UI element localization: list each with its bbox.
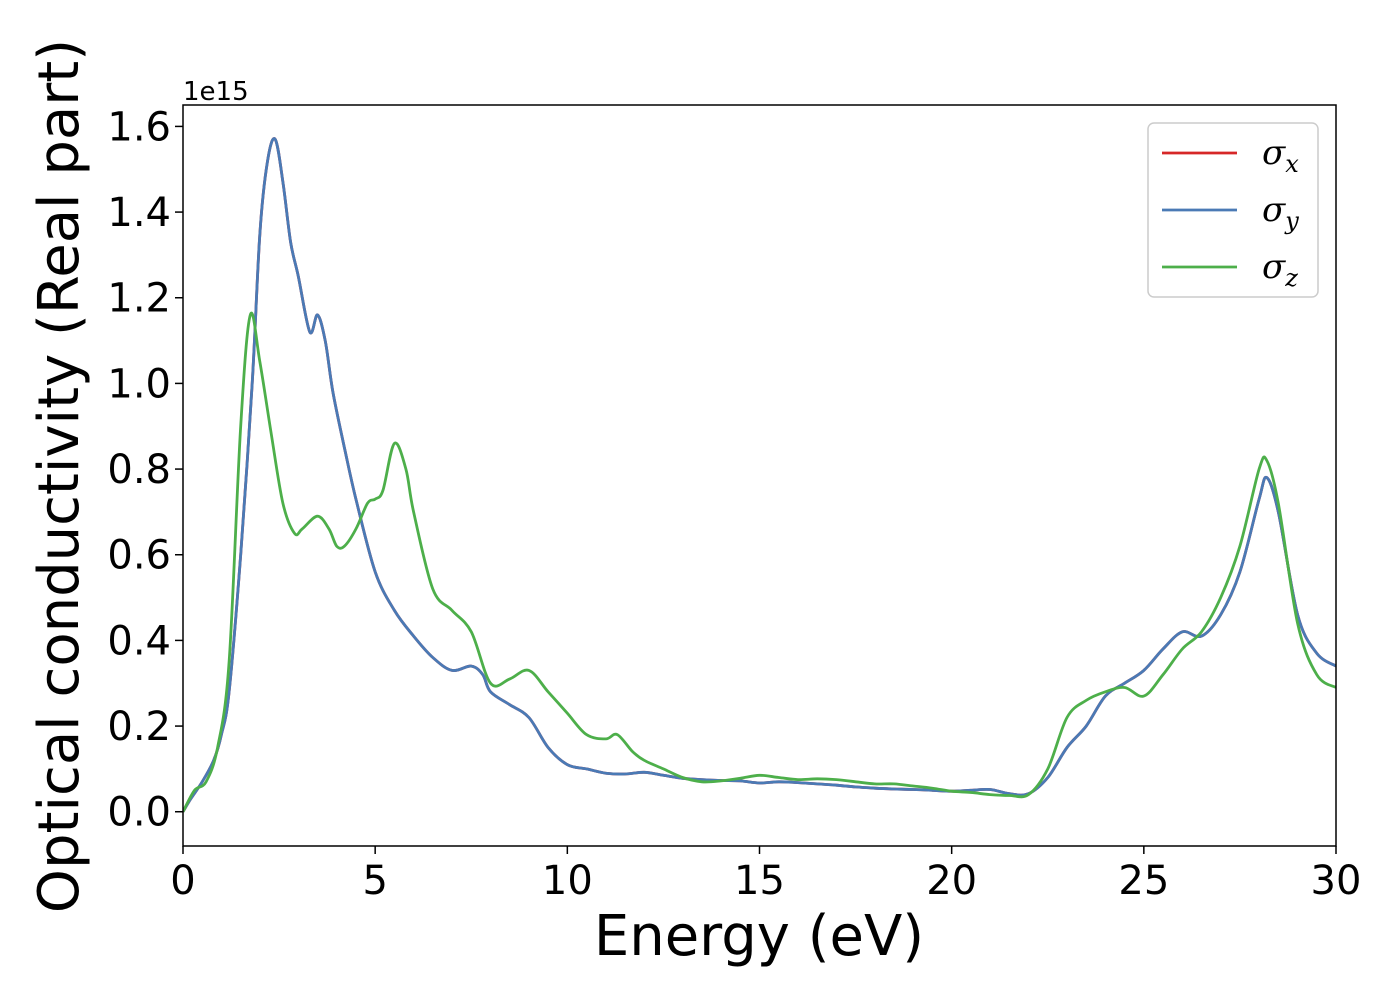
- x-tick-label: 0: [170, 858, 195, 904]
- legend-label-y: σy: [1262, 190, 1299, 235]
- y-tick-label: 0.2: [107, 704, 171, 750]
- plot-area: [183, 105, 1336, 846]
- y-tick-label: 1.6: [107, 104, 171, 150]
- x-tick-label: 10: [542, 858, 593, 904]
- legend-label-x: σx: [1262, 133, 1299, 178]
- y-tick-label: 1.4: [107, 190, 171, 236]
- y-tick-label: 0.8: [107, 447, 171, 493]
- x-tick-label: 15: [734, 858, 785, 904]
- x-axis-label: Energy (eV): [594, 904, 924, 969]
- y-tick-label: 0.0: [107, 790, 171, 836]
- x-tick-label: 20: [926, 858, 977, 904]
- legend-label-z: σz: [1262, 247, 1298, 292]
- y-tick-label: 1.0: [107, 361, 171, 407]
- y-tick-label: 0.4: [107, 618, 171, 664]
- series-line-y: [183, 137, 1336, 813]
- x-tick-label: 30: [1311, 858, 1362, 904]
- y-axis-ticks: 0.0 0.2 0.4 0.6 0.8 1.0 1.2 1.4 1.6: [107, 104, 183, 836]
- legend: σx σy σz: [1147, 122, 1319, 298]
- series-line-z: [183, 311, 1336, 813]
- y-axis-label: Optical conductivity (Real part): [27, 39, 92, 913]
- series-layer: [183, 137, 1336, 813]
- y-tick-label: 1.2: [107, 276, 171, 322]
- x-tick-label: 25: [1118, 858, 1169, 904]
- y-tick-label: 0.6: [107, 533, 171, 579]
- y-offset-label: 1e15: [183, 77, 249, 107]
- x-tick-label: 5: [362, 858, 387, 904]
- x-axis-ticks: 0 5 10 15 20 25 30: [170, 846, 1361, 904]
